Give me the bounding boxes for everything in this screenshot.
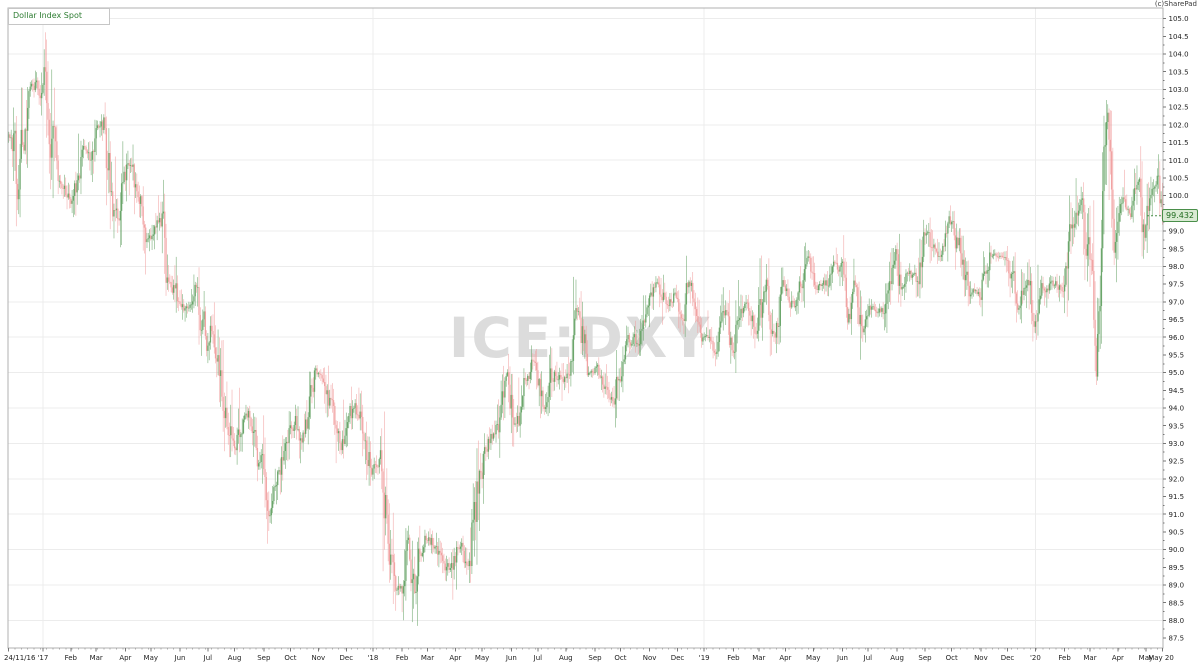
y-axis-label: 92.0 [1169, 475, 1185, 483]
x-axis-label: '20 [1030, 654, 1041, 662]
x-axis-label: Jun [174, 654, 186, 662]
y-axis-label: 89.0 [1169, 582, 1185, 590]
y-axis-label: 96.5 [1169, 316, 1185, 324]
candles [7, 32, 1164, 626]
x-axis-label: Aug [890, 654, 904, 662]
y-axis-label: 100.0 [1169, 192, 1189, 200]
series-title: Dollar Index Spot [13, 11, 82, 20]
y-axis-label: 104.5 [1169, 33, 1189, 41]
y-axis-label: 98.5 [1169, 245, 1185, 253]
x-axis-label: Dec [671, 654, 685, 662]
x-axis-label: Aug [559, 654, 573, 662]
y-axis-label: 97.0 [1169, 298, 1185, 306]
x-axis-label: '17 [37, 654, 48, 662]
x-axis-label: Aug [228, 654, 242, 662]
x-axis-label: Mar [752, 654, 765, 662]
x-axis-label: Dec [340, 654, 354, 662]
y-axis-label: 103.5 [1169, 68, 1189, 76]
x-axis-label: Nov [643, 654, 657, 662]
y-axis-label: 94.5 [1169, 387, 1185, 395]
x-axis-label: Dec [1001, 654, 1015, 662]
x-axis-label: Feb [65, 654, 78, 662]
x-axis-label: Mar [1083, 654, 1096, 662]
x-axis-label: May 20 [1148, 654, 1174, 662]
x-axis-label: Apr [449, 654, 461, 662]
y-axis-label: 88.5 [1169, 599, 1185, 607]
x-axis-label: Jul [203, 654, 213, 662]
x-axis-label: May [144, 654, 158, 662]
series-title-box[interactable]: Dollar Index Spot [8, 8, 110, 25]
x-axis-label: Sep [918, 654, 932, 662]
x-axis-label: Feb [1058, 654, 1071, 662]
y-axis-label: 100.5 [1169, 175, 1189, 183]
x-axis: 24/11/16'17 Feb Mar Apr May Jun Jul Aug Sep Oct No… [4, 648, 1174, 662]
x-axis-label: 24/11/16 [4, 654, 36, 662]
x-axis-label: '18 [367, 654, 378, 662]
x-axis-label: Oct [614, 654, 626, 662]
y-axis-label: 95.5 [1169, 352, 1185, 360]
y-axis-label: 87.5 [1169, 635, 1185, 643]
last-price-label: 99.432 [1162, 209, 1198, 223]
x-axis-label: Jun [836, 654, 848, 662]
x-axis-label: Jul [863, 654, 873, 662]
y-axis-label: 92.5 [1169, 458, 1185, 466]
y-axis-label: 94.0 [1169, 405, 1185, 413]
x-axis-label: May [475, 654, 489, 662]
y-axis-label: 103.0 [1169, 86, 1189, 94]
x-axis-label: Sep [257, 654, 271, 662]
watermark-text: ICE:DXY [449, 306, 711, 370]
y-axis-label: 102.5 [1169, 104, 1189, 112]
grid-lines [8, 8, 1163, 648]
y-axis-label: 93.5 [1169, 422, 1185, 430]
x-axis-label: Apr [779, 654, 791, 662]
y-axis-label: 93.0 [1169, 440, 1185, 448]
x-axis-label: Oct [284, 654, 296, 662]
y-axis-label: 88.0 [1169, 617, 1185, 625]
y-axis-label: 101.5 [1169, 139, 1189, 147]
y-axis-label: 105.0 [1169, 15, 1189, 23]
y-axis-label: 90.0 [1169, 546, 1185, 554]
y-axis-label: 101.0 [1169, 157, 1189, 165]
y-axis-label: 90.5 [1169, 529, 1185, 537]
y-axis-label: 95.0 [1169, 369, 1185, 377]
x-axis-label: Nov [974, 654, 988, 662]
x-axis-label: Apr [119, 654, 131, 662]
x-axis-label: Sep [588, 654, 602, 662]
copyright-label: (c)SharePad [1154, 0, 1197, 8]
y-axis-label: 89.5 [1169, 564, 1185, 572]
y-axis-label: 97.5 [1169, 281, 1185, 289]
x-axis-label: May [806, 654, 820, 662]
y-axis-label: 104.0 [1169, 51, 1189, 59]
y-axis-label: 91.5 [1169, 493, 1185, 501]
x-axis-label: Mar [90, 654, 103, 662]
y-axis-label: 98.0 [1169, 263, 1185, 271]
x-axis-label: '19 [699, 654, 710, 662]
x-axis-label: Jul [533, 654, 543, 662]
x-axis-label: Apr [1112, 654, 1124, 662]
x-axis-label: May [1139, 654, 1153, 662]
x-axis-label: Mar [421, 654, 434, 662]
x-axis-label: Feb [396, 654, 409, 662]
x-axis-label: Jun [505, 654, 517, 662]
y-axis-label: 91.0 [1169, 511, 1185, 519]
y-axis: 105.0 104.5 104.0 103.5 103.0 102.5 102.0 101.5… [1163, 15, 1189, 643]
x-axis-label: Nov [311, 654, 325, 662]
y-axis-label: 99.0 [1169, 228, 1185, 236]
y-axis-label: 102.0 [1169, 121, 1189, 129]
x-axis-label: Oct [946, 654, 958, 662]
y-axis-label: 96.0 [1169, 334, 1185, 342]
x-axis-label: Feb [727, 654, 740, 662]
